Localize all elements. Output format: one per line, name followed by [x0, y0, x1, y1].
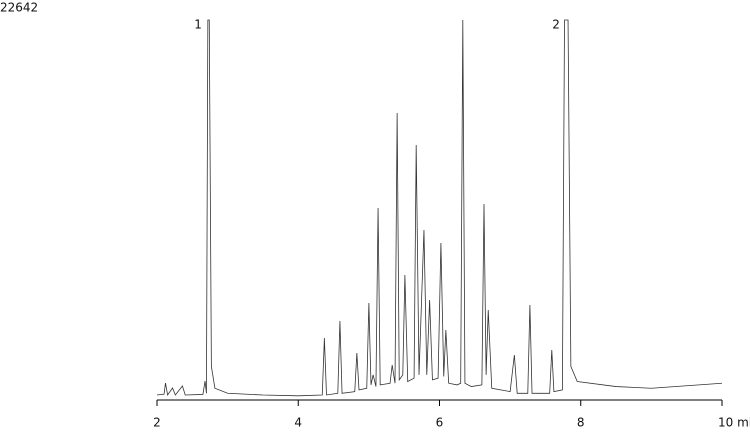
peak-label: 2	[552, 18, 560, 32]
peak-label: 1	[194, 18, 202, 32]
x-tick-label: 4	[294, 416, 302, 430]
y-max-label: 22642	[0, 1, 38, 15]
x-tick-label: 8	[577, 416, 585, 430]
chromatogram-trace	[156, 19, 723, 397]
x-tick-label: 6	[436, 416, 444, 430]
x-tick-label: 2	[153, 416, 161, 430]
x-tick-label: 10 min	[718, 416, 750, 430]
